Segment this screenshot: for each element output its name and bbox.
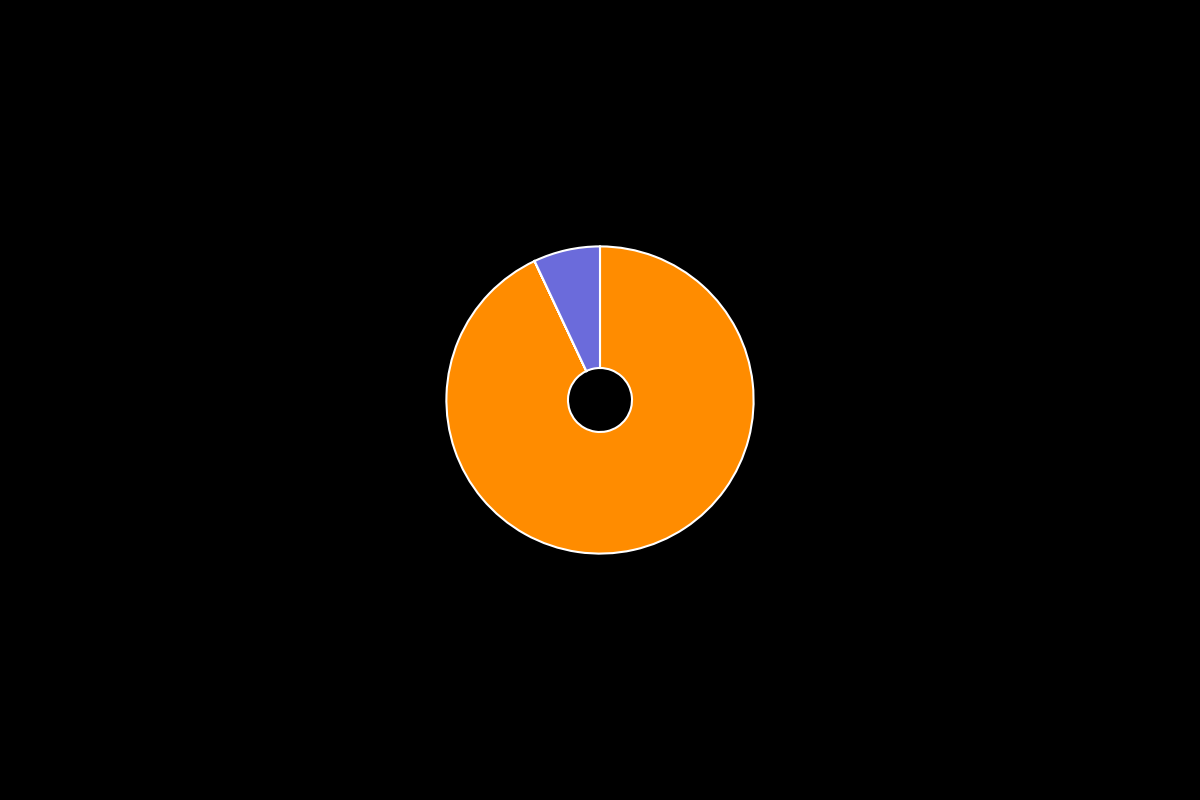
Wedge shape: [446, 246, 754, 554]
Wedge shape: [534, 261, 587, 371]
Wedge shape: [534, 261, 587, 371]
Wedge shape: [535, 246, 600, 371]
